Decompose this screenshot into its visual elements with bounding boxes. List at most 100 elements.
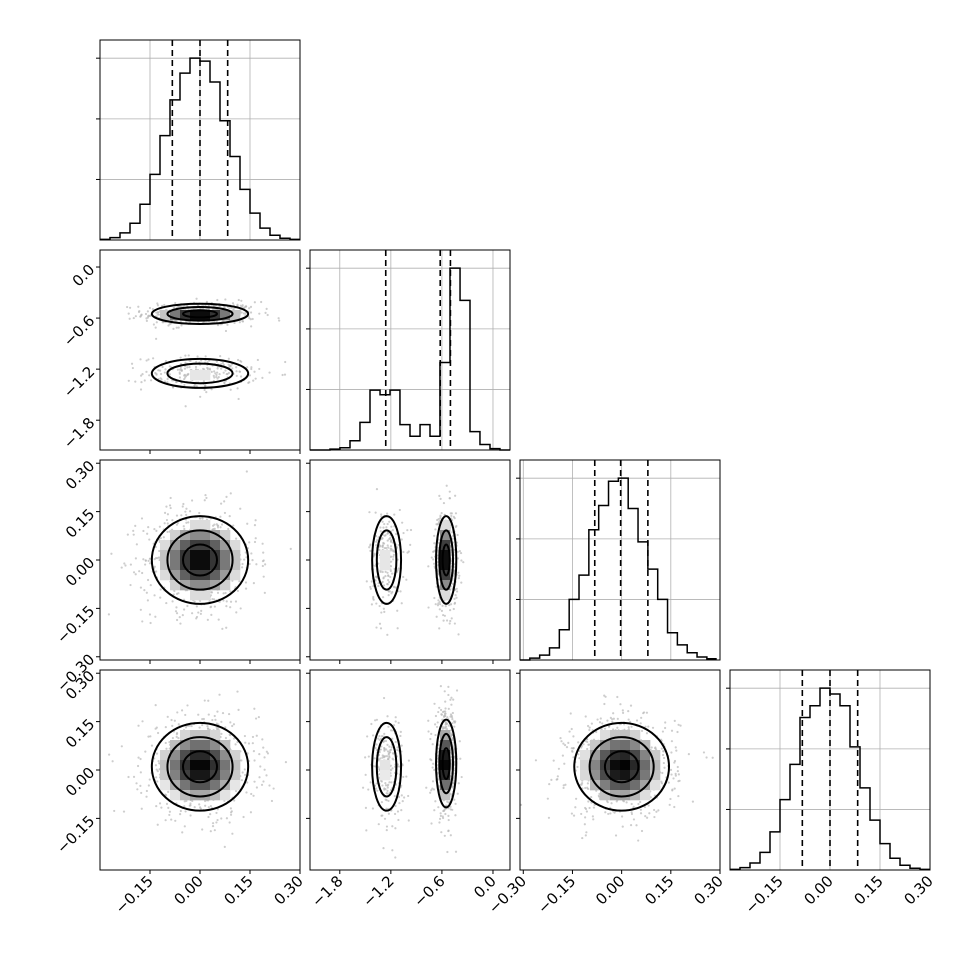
scatter-point [563, 762, 566, 765]
scatter-point [166, 377, 169, 381]
scatter-point [405, 578, 408, 581]
scatter-point [604, 695, 607, 698]
scatter-point [270, 799, 274, 803]
scatter-point [400, 794, 403, 797]
scatter-point [141, 373, 144, 376]
scatter-point [186, 704, 189, 707]
scatter-point [164, 368, 167, 371]
scatter-point [141, 620, 144, 623]
y-tick-label-row4-1: 0.15 [62, 715, 98, 751]
scatter-point [364, 806, 368, 809]
scatter-point [369, 585, 372, 589]
scatter-point [261, 738, 264, 741]
scatter-point [563, 743, 567, 747]
scatter-point [263, 756, 266, 759]
scatter-point [454, 850, 458, 853]
scatter-point [409, 543, 412, 546]
scatter-point [201, 828, 204, 831]
scatter-point [248, 307, 251, 310]
scatter-point [629, 824, 633, 827]
scatter-point [611, 718, 614, 721]
scatter-point [372, 595, 375, 599]
scatter-point [202, 717, 205, 721]
scatter-point [577, 741, 580, 744]
scatter-point [190, 724, 193, 728]
scatter-point [227, 357, 230, 360]
scatter-point [361, 786, 365, 789]
scatter-point [107, 613, 111, 616]
scatter-point [385, 546, 388, 550]
scatter-point [221, 361, 225, 364]
scatter-point [369, 587, 372, 590]
contour-mode-0-level-2 [435, 718, 458, 809]
scatter-point [215, 821, 218, 824]
scatter-point [249, 305, 253, 308]
scatter-point [245, 791, 248, 794]
scatter-point [588, 726, 591, 729]
scatter-point [206, 725, 209, 728]
scatter-point [169, 506, 172, 510]
density-cell [640, 780, 651, 791]
scatter-point [253, 780, 256, 783]
scatter-point [225, 605, 228, 608]
scatter-point [441, 725, 444, 729]
scatter-point [444, 700, 447, 703]
scatter-point [262, 551, 265, 554]
x-tick-label-col3-1: −0.15 [534, 872, 579, 917]
scatter-point [204, 494, 207, 497]
scatter-point [163, 303, 166, 307]
density-cell [210, 780, 221, 791]
scatter-point [396, 763, 400, 766]
scatter-point [386, 789, 389, 792]
scatter-point [134, 315, 137, 318]
scatter-point [252, 582, 255, 585]
scatter-point [201, 307, 204, 310]
scatter-point [614, 834, 618, 837]
scatter-point [447, 818, 450, 822]
scatter-point [584, 834, 587, 837]
scatter-point [598, 721, 602, 724]
scatter-point [430, 556, 433, 559]
scatter-point [389, 540, 393, 543]
scatter-point [669, 797, 672, 801]
scatter-point [154, 371, 157, 375]
density-cell [640, 760, 651, 771]
scatter-point [228, 307, 231, 310]
scatter-point [218, 373, 221, 376]
scatter-point [140, 314, 143, 317]
scatter-point [391, 572, 394, 575]
scatter-point [625, 801, 628, 804]
scatter-point [433, 596, 436, 600]
scatter-point [262, 746, 265, 749]
scatter-point [175, 606, 178, 609]
scatter-point [216, 710, 219, 713]
joint-1-3-frame [99, 459, 301, 661]
scatter-point [407, 819, 410, 822]
density-cell [190, 590, 201, 601]
density-cell [230, 540, 241, 551]
scatter-point [440, 713, 443, 716]
scatter-point [645, 711, 649, 714]
scatter-point [375, 544, 378, 547]
scatter-point [246, 781, 249, 784]
scatter-point [159, 372, 163, 376]
scatter-point [374, 746, 377, 750]
joint-1-2-frame [99, 249, 301, 451]
scatter-point [450, 714, 453, 717]
scatter-point [254, 377, 257, 380]
scatter-point [175, 326, 178, 329]
scatter-point [236, 358, 240, 362]
scatter-point [164, 819, 167, 822]
scatter-point [243, 768, 246, 771]
scatter-point [262, 780, 265, 783]
scatter-point [669, 768, 673, 771]
scatter-point [447, 724, 450, 727]
scatter-point [154, 615, 157, 618]
scatter-point [369, 543, 372, 546]
scatter-point [572, 735, 575, 738]
scatter-point [661, 771, 664, 775]
scatter-point [395, 532, 398, 536]
density-cell [640, 740, 651, 751]
scatter-point [387, 757, 390, 760]
x-tick-label-col1-2: 0.15 [220, 872, 256, 908]
